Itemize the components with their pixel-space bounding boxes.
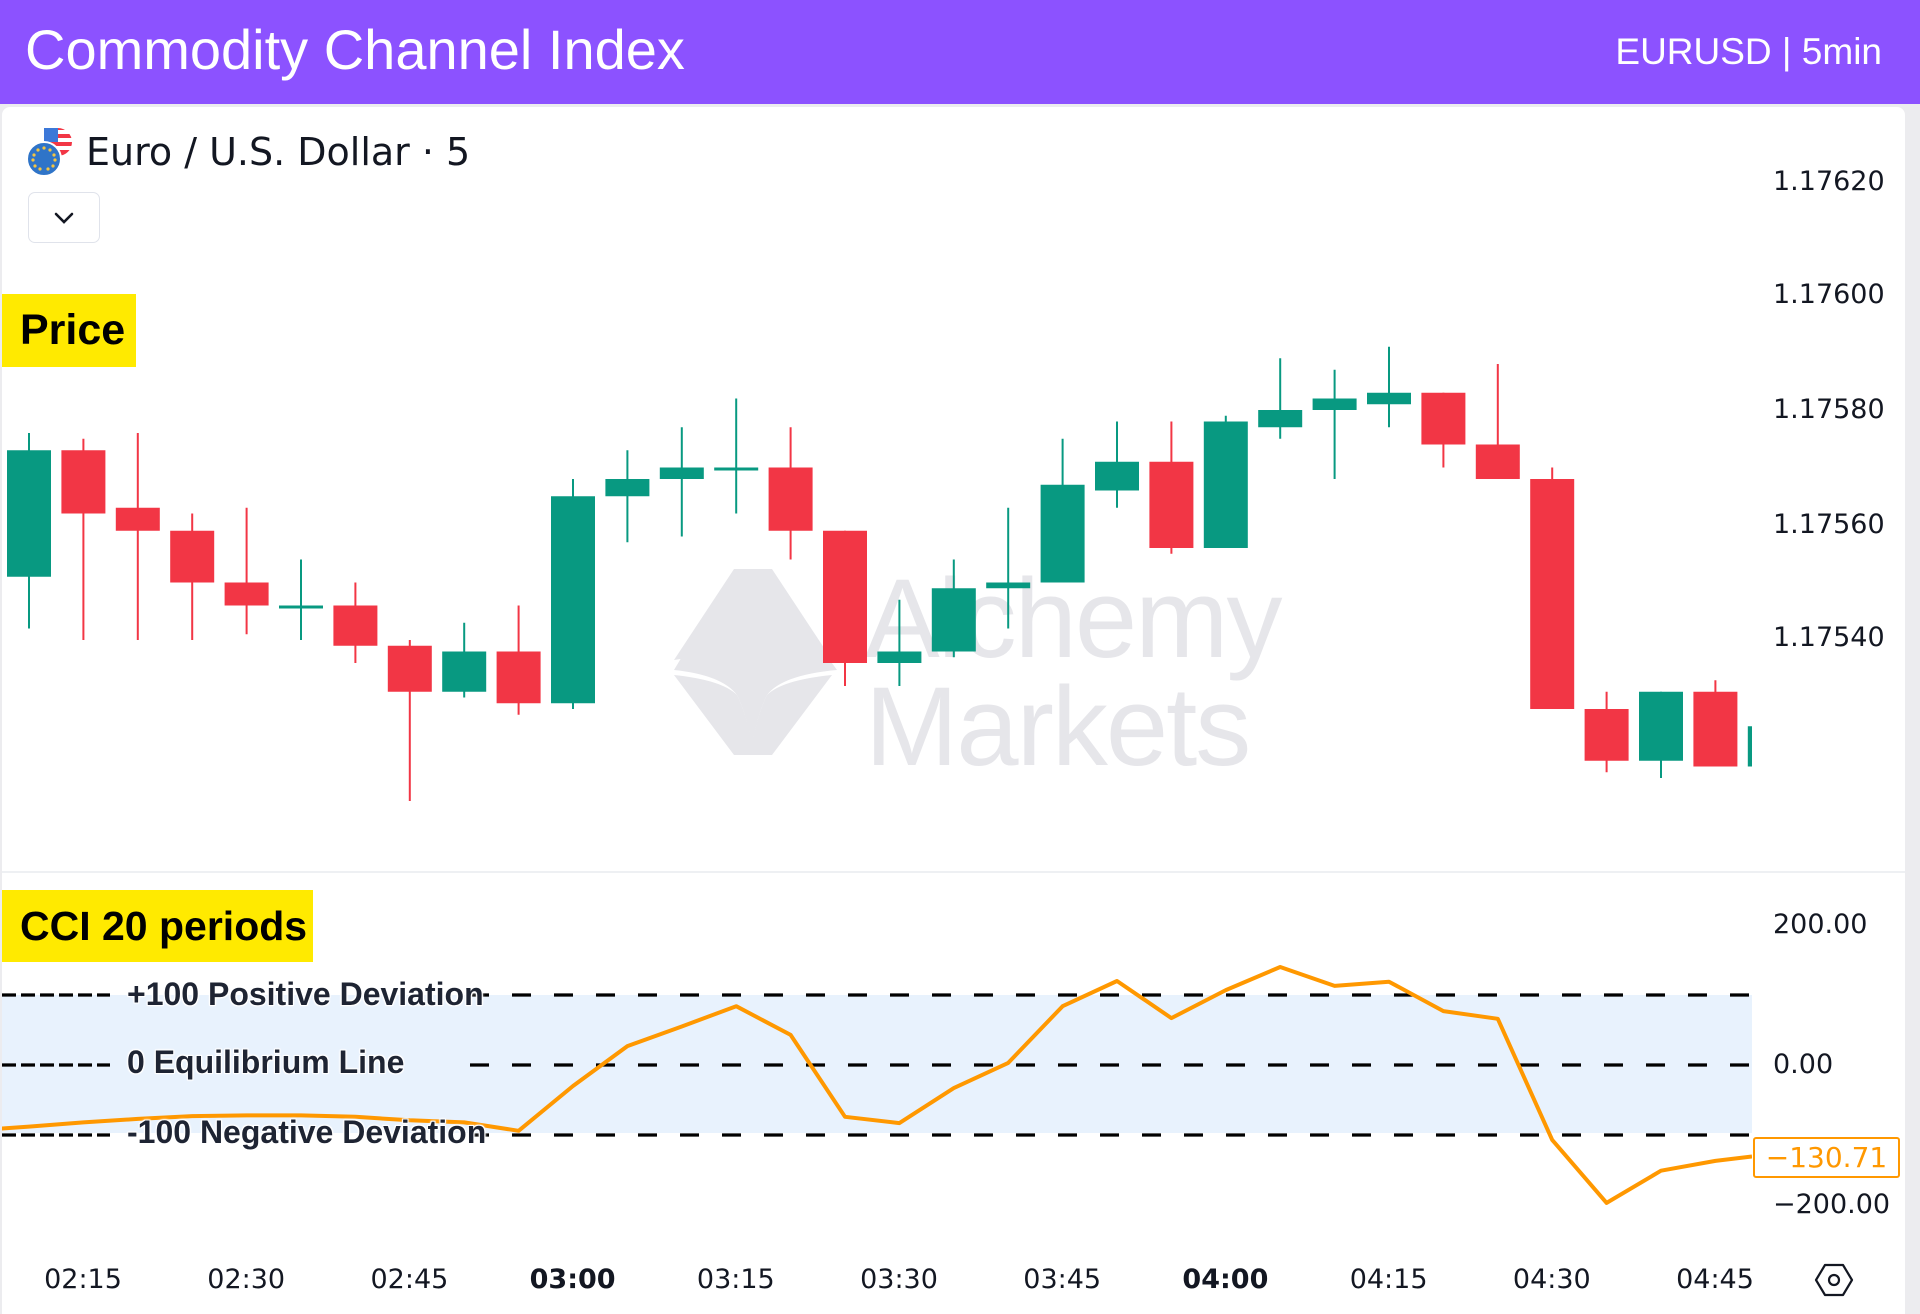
bullish-candle[interactable] [877,599,922,686]
cci-line [2,965,1752,1205]
right-scroll-gutter [1905,107,1920,1314]
positive-deviation-label: +100 Positive Deviation [127,976,484,1012]
price-axis-tick: 1.17560 [1773,509,1885,540]
symbol-timeframe-label: EURUSD | 5min [1615,31,1882,72]
chart-settings-button[interactable] [1814,1260,1854,1300]
time-axis-tick: 03:00 [529,1264,616,1295]
time-axis-tick: 03:30 [860,1264,938,1295]
bullish-candle[interactable] [7,433,51,629]
cci-axis-tick: 200.00 [1773,909,1868,940]
cci-band-background [2,995,1752,1133]
bearish-candle[interactable] [1584,691,1629,773]
bullish-candle[interactable] [986,507,1031,629]
bullish-candle[interactable] [605,450,650,543]
eur-usd-flag-icon [26,128,72,177]
price-axis-tick: 1.17540 [1773,622,1885,653]
bullish-candle[interactable] [659,427,704,537]
cci-axis-tick: 0.00 [1773,1049,1834,1080]
equilibrium-line-label: 0 Equilibrium Line [127,1044,405,1080]
bullish-candle[interactable] [1639,691,1683,778]
bullish-candle[interactable] [1747,726,1792,767]
time-axis-tick: 02:15 [44,1264,122,1295]
bearish-candle[interactable] [1149,421,1194,554]
price-pane-tag: Price [2,294,136,367]
bullish-candle[interactable] [1203,415,1248,548]
cci-axis-tick: −200.00 [1773,1189,1891,1220]
bearish-candle[interactable] [1530,467,1575,710]
bullish-candle[interactable] [714,398,759,514]
bullish-candle[interactable] [1095,421,1139,508]
bearish-candle[interactable] [61,438,106,640]
bearish-candle[interactable] [823,530,867,686]
time-axis-tick: 03:15 [696,1264,775,1295]
bullish-candle[interactable] [442,622,487,698]
page-title: Commodity Channel Index [25,18,685,81]
bearish-candle[interactable] [115,433,160,640]
time-axis-tick: 04:45 [1676,1264,1754,1295]
bullish-candle[interactable] [1367,346,1411,428]
bearish-candle[interactable] [387,640,432,801]
price-axis-tick: 1.17620 [1773,166,1885,197]
time-axis-tick: 04:00 [1182,1264,1269,1295]
bullish-candle[interactable] [1258,358,1303,439]
bullish-candle[interactable] [551,479,595,709]
cci-last-value-badge: −130.71 [1753,1137,1900,1178]
bearish-candle[interactable] [170,513,215,641]
time-axis-tick: 02:30 [207,1264,286,1295]
bullish-candle[interactable] [1312,369,1357,479]
pane-divider[interactable] [2,871,1905,873]
chevron-down-icon [54,212,74,224]
price-axis-tick: 1.17580 [1773,394,1885,425]
bearish-candle[interactable] [1693,680,1738,767]
bearish-candle[interactable] [768,427,813,560]
bullish-candle[interactable] [279,559,323,641]
bearish-candle[interactable] [1421,392,1466,468]
bearish-candle[interactable] [1475,364,1520,479]
gear-hexagon-icon [1814,1263,1854,1297]
time-axis-tick: 03:45 [1023,1264,1102,1295]
time-axis-tick: 04:15 [1349,1264,1428,1295]
bullish-candle[interactable] [931,559,976,658]
bearish-candle[interactable] [496,605,541,715]
bearish-candle[interactable] [224,507,269,635]
price-axis-tick: 1.17600 [1773,279,1885,310]
bearish-candle[interactable] [333,582,378,664]
symbol-name: Euro / U.S. Dollar · 5 [86,130,471,174]
bullish-candle[interactable] [1040,438,1085,583]
legend-collapse-button[interactable] [28,192,100,243]
symbol-title[interactable]: Euro / U.S. Dollar · 5 [26,124,470,180]
cci-pane-tag: CCI 20 periods [2,890,313,962]
negative-deviation-label: -100 Negative Deviation [127,1114,487,1150]
time-axis-tick: 02:45 [370,1264,449,1295]
time-axis-tick: 04:30 [1512,1264,1591,1295]
title-bar: Commodity Channel Index EURUSD | 5min [0,0,1920,104]
